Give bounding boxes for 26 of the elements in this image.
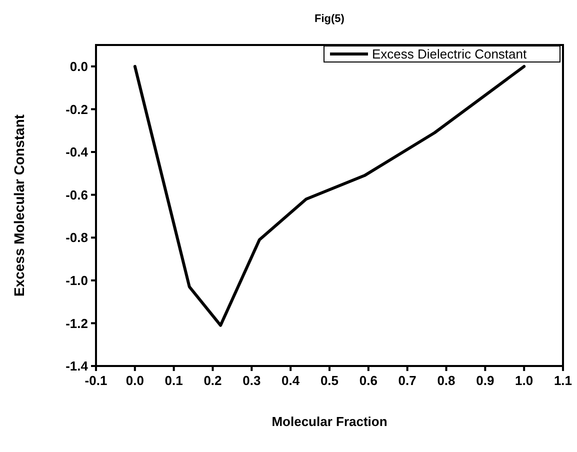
y-tick-label: -0.4 (66, 144, 89, 160)
x-tick-label: -0.1 (84, 373, 108, 388)
x-tick-label: 0.8 (437, 373, 456, 388)
y-tick-label: -0.2 (66, 102, 88, 117)
y-tick-label: 0.0 (70, 58, 88, 74)
chart-title: Fig(5) (314, 13, 345, 25)
y-tick-label: -0.8 (66, 230, 88, 246)
y-axis-title: Excess Molecular Constant (11, 114, 27, 297)
y-tick-label: -1.4 (66, 358, 89, 374)
line-series (133, 64, 526, 327)
x-tick-label: 0.2 (204, 373, 222, 388)
x-tick-label: 1.0 (515, 373, 534, 388)
x-tick-label: 0.5 (320, 373, 339, 388)
x-tick-label: 0.6 (359, 373, 378, 388)
x-tick-label: 0.0 (126, 373, 144, 388)
legend-label: Excess Dielectric Constant (372, 46, 527, 62)
x-tick-label: 1.1 (554, 373, 572, 388)
y-tick-label: -1.0 (66, 272, 88, 288)
x-tick-label: 0.9 (476, 373, 494, 388)
x-axis-title: Molecular Fraction (272, 414, 388, 429)
x-tick-label: 0.3 (242, 373, 261, 388)
y-tick-label: -0.6 (66, 187, 88, 202)
y-tick-label: -1.2 (66, 316, 88, 331)
x-tick-label: 0.7 (398, 373, 416, 388)
x-tick-label: 0.1 (164, 373, 183, 388)
x-tick-label: 0.4 (282, 373, 300, 388)
